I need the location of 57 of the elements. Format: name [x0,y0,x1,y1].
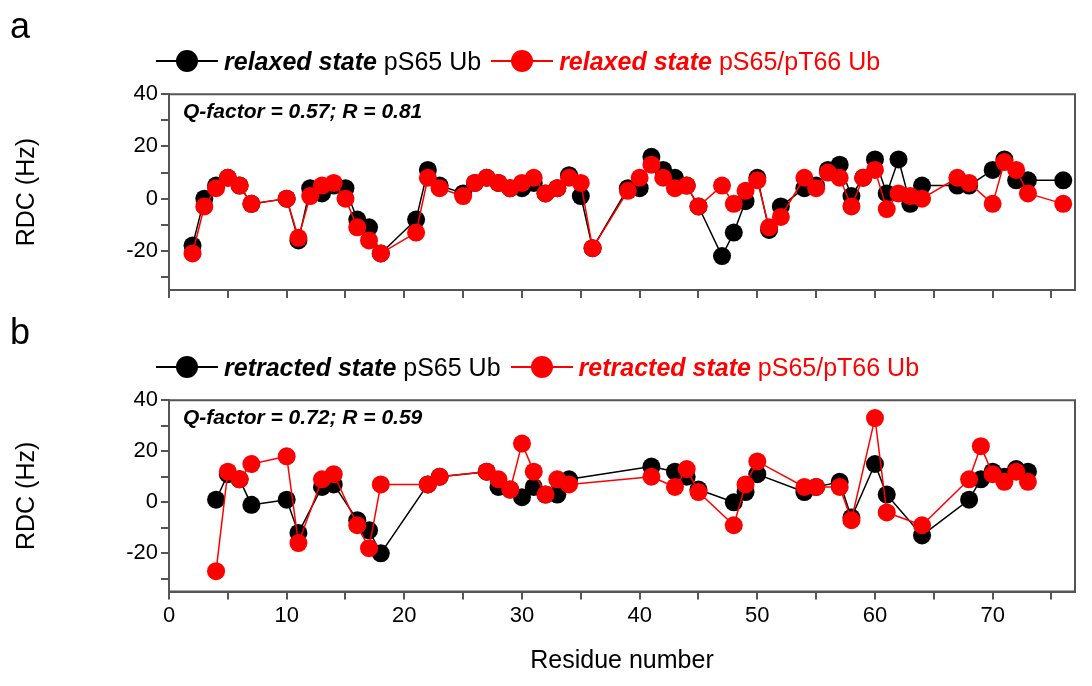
point [960,490,979,509]
x-tick-label: 30 [509,601,535,627]
point [913,516,932,535]
y-tick-label: 20 [133,132,158,158]
point [489,470,508,489]
point [865,409,884,428]
point [371,475,390,494]
point [324,465,343,484]
y-tick-label: 0 [145,184,158,210]
point [242,455,261,473]
legend-label: relaxed state pS65 Ub [224,46,482,76]
annotation: Q-factor = 0.57; R = 0.81 [183,99,423,123]
y-tick-label: 20 [133,437,158,463]
legend-label: retracted state pS65 Ub [224,352,501,382]
y-tick-label: -20 [126,539,158,565]
point [736,475,755,494]
point [677,460,696,479]
point [865,455,884,473]
point [360,539,379,558]
x-tick-label: 60 [862,601,888,627]
point [348,516,367,535]
point [207,490,226,509]
text: b [9,311,32,352]
x-tick-label: 70 [980,601,1005,627]
x-tick-label: 20 [392,601,417,627]
point [995,472,1014,491]
point [724,516,743,535]
y-axis-title: RDC (Hz) [10,441,39,551]
point [960,470,979,489]
point [642,467,661,486]
annotation: Q-factor = 0.72; R = 0.59 [183,405,423,429]
point [830,477,849,496]
point [524,462,543,481]
point [877,503,896,522]
legend-label: relaxed state pS65/pT66 Ub [559,46,881,76]
point [512,434,531,453]
y-tick-label: 0 [145,488,158,514]
point [277,447,296,466]
y-axis-title: RDC (Hz) [10,137,39,247]
point [242,495,261,514]
y-tick-label: -20 [126,236,158,262]
point [207,562,226,581]
text: a [9,5,32,46]
y-tick-label: 40 [133,80,158,106]
x-tick-label: 50 [745,601,770,627]
x-axis-title: Residue number [530,644,714,673]
point [971,437,990,456]
x-tick-label: 40 [627,601,652,627]
point [665,477,684,496]
x-tick-label: 10 [274,601,299,627]
point [1018,472,1037,491]
legend-label: retracted state pS65/pT66 Ub [578,352,920,382]
point [289,534,308,553]
y-tick-label: 40 [133,386,158,412]
point [748,452,767,471]
point [560,475,579,494]
x-tick-label: 0 [162,601,176,627]
